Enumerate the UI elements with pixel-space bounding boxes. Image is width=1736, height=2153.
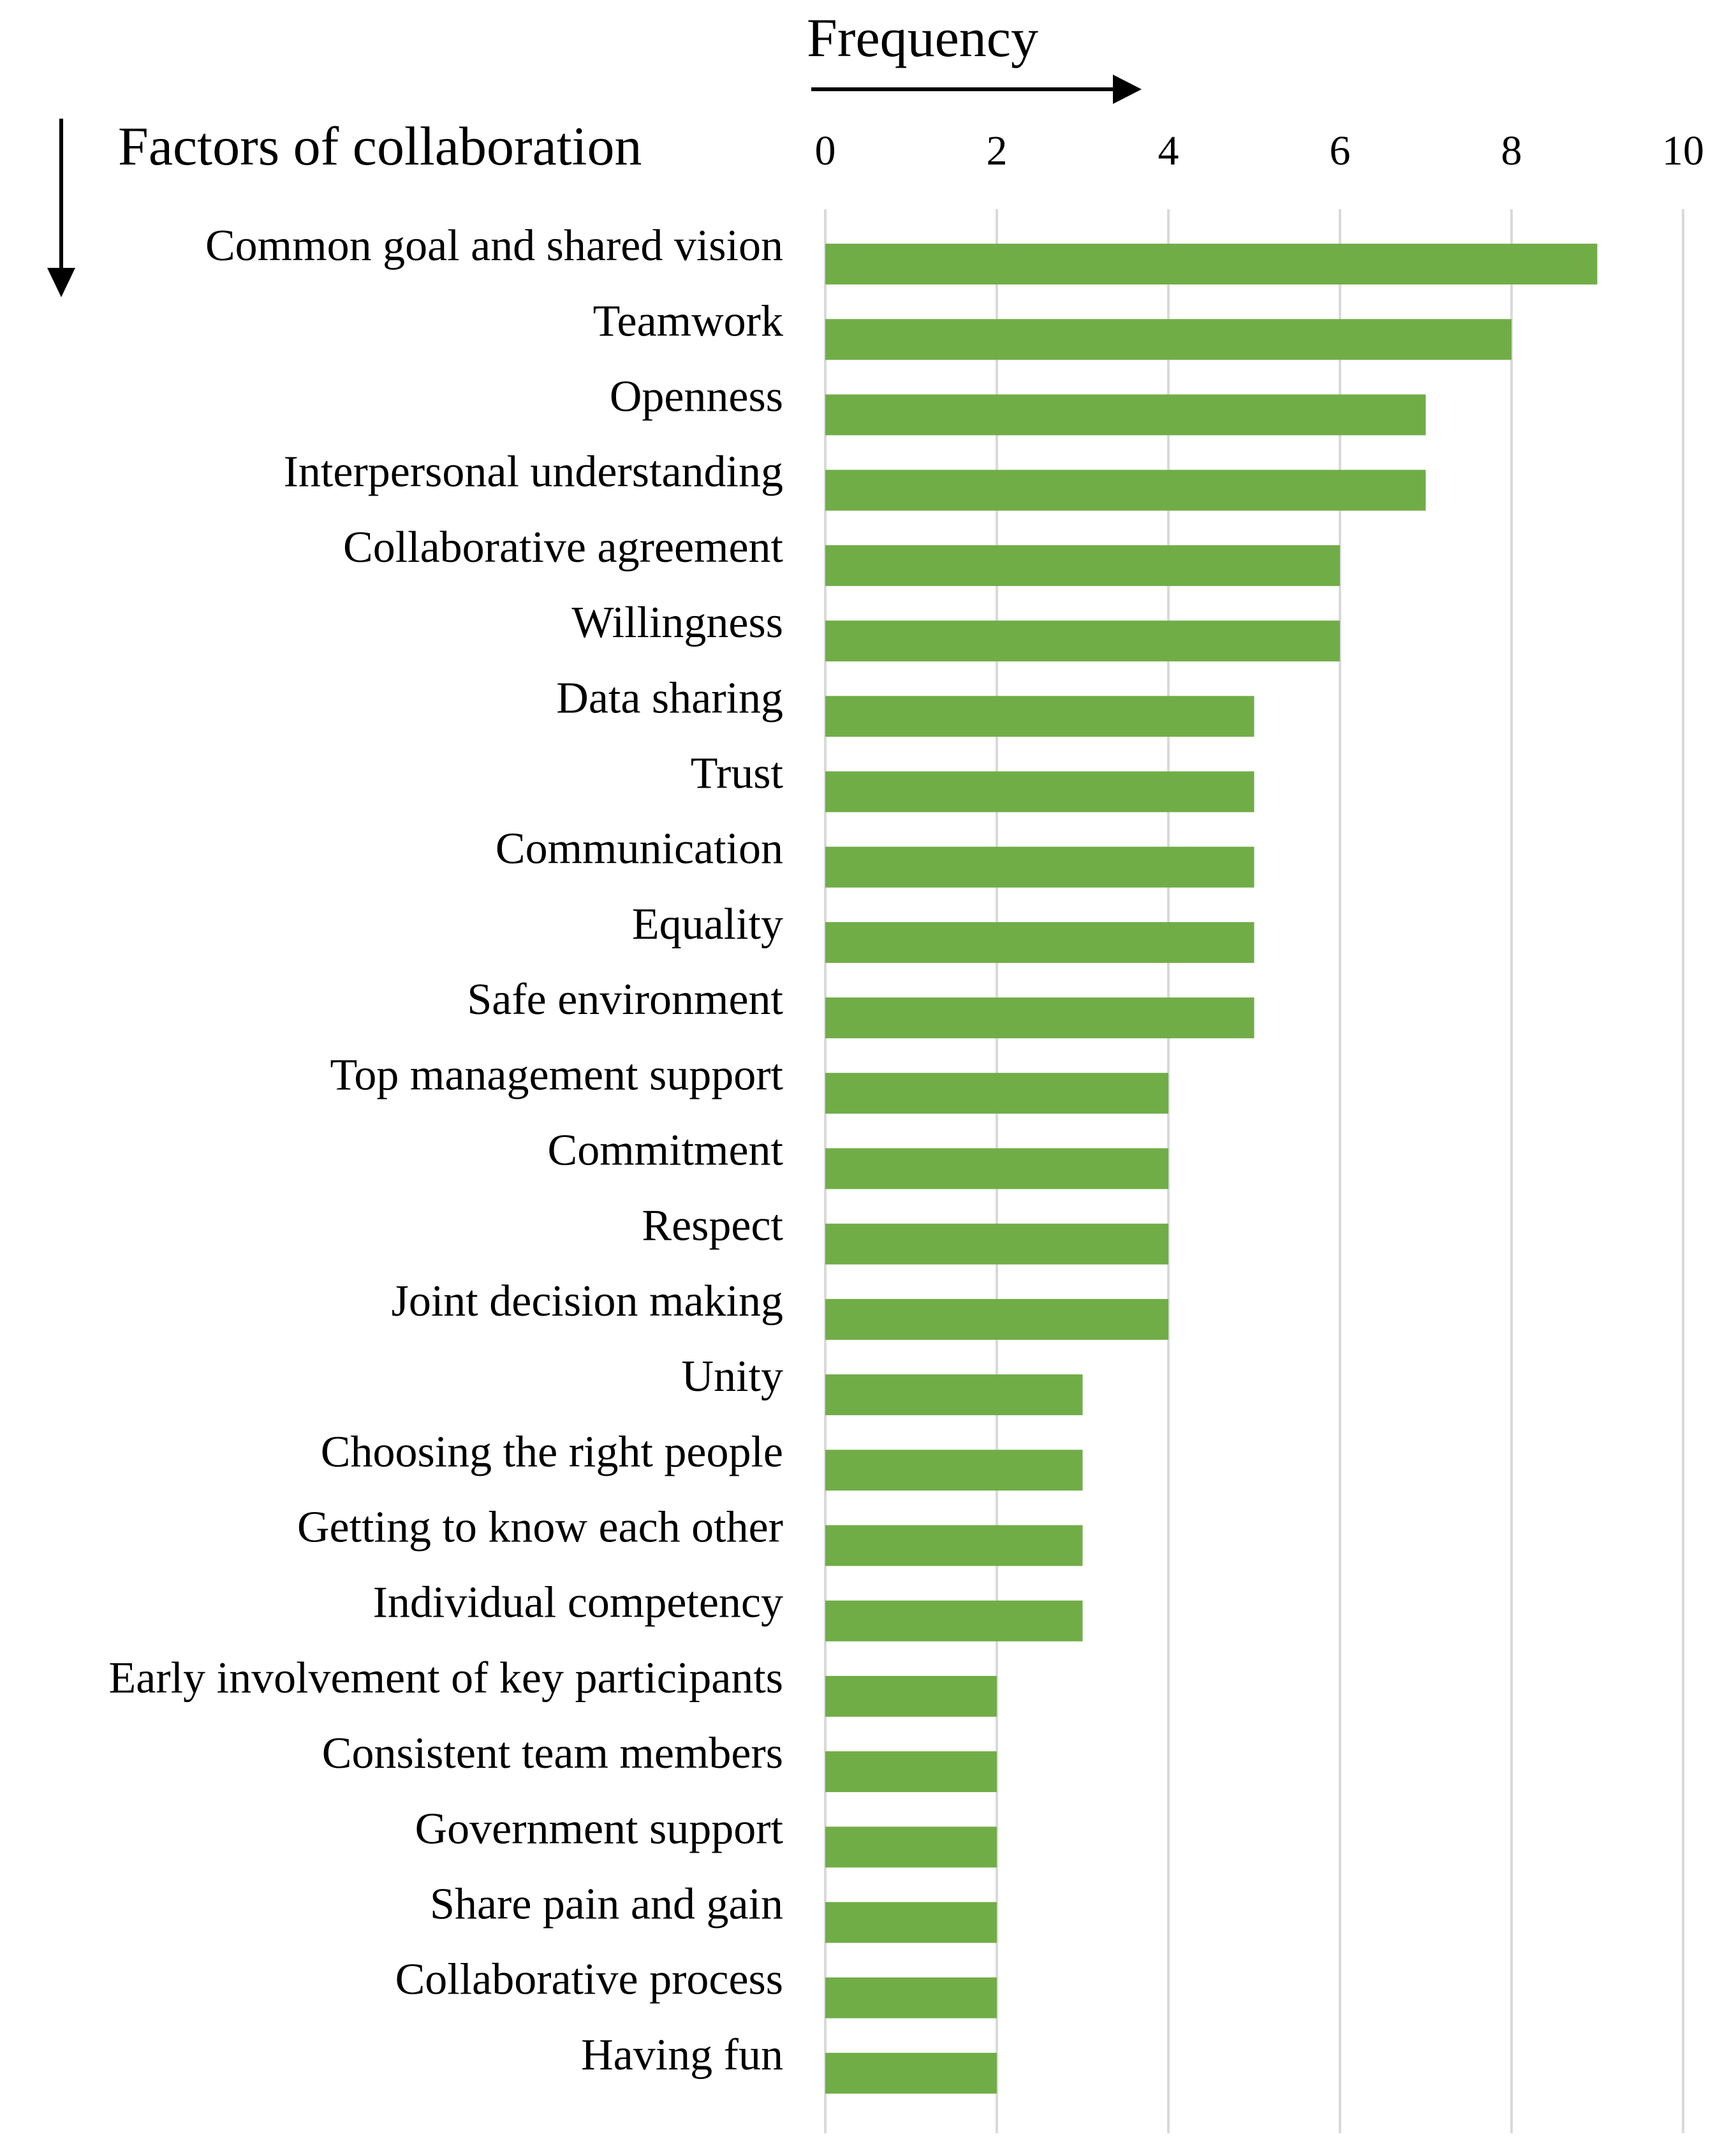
bar: [825, 2052, 997, 2094]
x-tick-label: 2: [987, 128, 1008, 174]
category-label: Trust: [691, 749, 784, 798]
category-label: Choosing the right people: [321, 1427, 783, 1476]
category-label: Top management support: [330, 1050, 784, 1099]
category-labels: Common goal and shared vision Teamwork Ope…: [109, 221, 784, 2080]
bars: [825, 244, 1598, 2094]
category-label: Teamwork: [593, 297, 783, 346]
bar: [825, 1073, 1168, 1114]
category-label: Willingness: [571, 598, 783, 647]
x-tick-label: 4: [1158, 128, 1179, 174]
bar: [825, 846, 1254, 888]
bar: [825, 1675, 997, 1717]
category-label: Having fun: [581, 2031, 783, 2080]
y-axis-title: Factors of collaboration: [118, 115, 642, 177]
category-label: Data sharing: [556, 673, 783, 723]
bar: [825, 319, 1512, 360]
category-label: Openness: [610, 372, 783, 422]
category-label: Early involvement of key participants: [109, 1654, 783, 1703]
x-axis-title: Frequency: [807, 7, 1038, 68]
category-label: Collaborative process: [395, 1955, 783, 2004]
bar: [825, 545, 1340, 586]
bar: [825, 1525, 1083, 1566]
bar: [825, 1374, 1083, 1416]
bar: [825, 771, 1254, 812]
bar: [825, 1298, 1168, 1340]
bar: [825, 469, 1426, 511]
category-label: Commitment: [548, 1126, 784, 1175]
category-label: Communication: [496, 825, 783, 874]
category-label: Government support: [415, 1804, 784, 1853]
x-tick-label: 8: [1501, 128, 1522, 174]
category-label: Respect: [642, 1201, 783, 1251]
category-label: Share pain and gain: [430, 1880, 783, 1929]
x-tick-labels: 0 2 4 6 8 10: [815, 128, 1705, 174]
bar: [825, 696, 1254, 737]
y-axis-arrow: [47, 119, 75, 297]
x-tick-label: 0: [815, 128, 836, 174]
category-label: Equality: [632, 900, 783, 949]
category-label: Collaborative agreement: [343, 523, 784, 572]
bar: [825, 1148, 1168, 1189]
bar: [825, 1977, 997, 2018]
category-label: Interpersonal understanding: [284, 448, 783, 497]
category-label: Individual competency: [373, 1578, 783, 1628]
x-tick-label: 6: [1330, 128, 1351, 174]
bar: [825, 997, 1254, 1039]
x-axis-arrow: [811, 75, 1142, 104]
bar: [825, 244, 1598, 285]
bar: [825, 1450, 1083, 1491]
category-label: Common goal and shared vision: [205, 221, 783, 270]
bar: [825, 621, 1340, 662]
bar: [825, 394, 1426, 436]
bar: [825, 1223, 1168, 1265]
bar: [825, 922, 1254, 963]
category-label: Consistent team members: [322, 1729, 783, 1778]
bar: [825, 1902, 997, 1943]
category-label: Getting to know each other: [297, 1503, 783, 1552]
bar: [825, 1600, 1083, 1642]
category-label: Unity: [682, 1352, 783, 1401]
bar: [825, 1826, 997, 1868]
x-tick-label: 10: [1662, 128, 1704, 174]
category-label: Joint decision making: [392, 1277, 783, 1326]
bar: [825, 1751, 997, 1793]
category-label: Safe environment: [467, 975, 783, 1024]
